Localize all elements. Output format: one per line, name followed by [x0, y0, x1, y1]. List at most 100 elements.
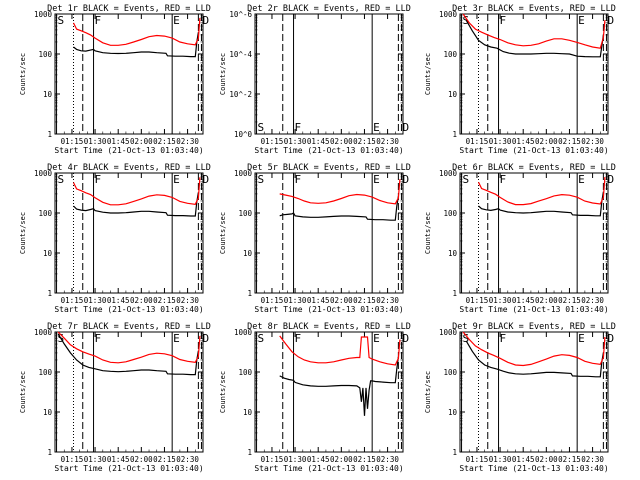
y-tick-label: 1 — [47, 448, 52, 457]
y-tick-label: 10 — [43, 249, 53, 258]
x-tick-label: 02:00 — [130, 455, 153, 464]
y-tick-label: 10^-4 — [229, 50, 252, 59]
x-tick-label: 01:45 — [307, 137, 330, 146]
x-axis-label: Start Time (21-Oct-13 01:03:40) — [459, 464, 608, 473]
x-tick-label: 02:00 — [330, 296, 353, 305]
x-tick-label: 02:15 — [153, 455, 176, 464]
plot-frame — [254, 13, 404, 135]
y-tick-label: 100 — [443, 209, 457, 218]
x-tick-label: 02:00 — [535, 296, 558, 305]
x-tick-label: 01:15 — [261, 296, 284, 305]
x-axis-label: Start Time (21-Oct-13 01:03:40) — [254, 305, 403, 314]
plot-frame — [54, 172, 204, 294]
panel-title: Det 2r BLACK = Events, RED = LLD — [247, 4, 411, 14]
y-axis-label: Counts/sec — [219, 371, 227, 413]
marker-label-f: F — [500, 332, 507, 345]
marker-label-s: S — [463, 173, 470, 186]
marker-label-f: F — [295, 121, 302, 134]
panel-title: Det 1r BLACK = Events, RED = LLD — [47, 4, 211, 14]
x-tick-label: 01:15 — [61, 137, 84, 146]
x-tick-label: 01:30 — [84, 137, 107, 146]
x-axis-label: Start Time (21-Oct-13 01:03:40) — [54, 305, 203, 314]
x-tick-label: 02:30 — [176, 455, 199, 464]
x-tick-label: 02:15 — [353, 296, 376, 305]
panel-det-1: Det 1r BLACK = Events, RED = LLD 1 10 100 10… — [19, 4, 211, 155]
series-line-lld — [57, 331, 201, 364]
marker-label-s: S — [258, 332, 265, 345]
marker-label-f: F — [95, 173, 102, 186]
x-tick-label: 01:30 — [284, 455, 307, 464]
x-tick-label: 01:45 — [107, 455, 130, 464]
series-line-events — [465, 19, 604, 58]
x-tick-label: 01:45 — [107, 137, 130, 146]
y-axis-label: Counts/sec — [424, 212, 432, 254]
marker-label-d: D — [607, 332, 614, 345]
panel-title: Det 4r BLACK = Events, RED = LLD — [47, 163, 211, 173]
plot-frame — [459, 13, 609, 135]
marker-label-f: F — [95, 14, 102, 27]
x-axis-label: Start Time (21-Oct-13 01:03:40) — [459, 146, 608, 155]
y-tick-label: 1 — [47, 289, 52, 298]
panel-title: Det 9r BLACK = Events, RED = LLD — [452, 322, 616, 332]
x-tick-label: 02:00 — [130, 296, 153, 305]
x-tick-label: 02:15 — [153, 137, 176, 146]
marker-label-s: S — [463, 332, 470, 345]
series-line-events — [57, 333, 199, 376]
panel-det-4: Det 4r BLACK = Events, RED = LLD 1 10 100 10… — [19, 163, 211, 314]
y-axis-label: Counts/sec — [19, 53, 27, 95]
x-tick-label: 02:15 — [558, 137, 581, 146]
plot-frame — [54, 331, 204, 453]
panel-title: Det 6r BLACK = Events, RED = LLD — [452, 163, 616, 173]
marker-label-f: F — [95, 332, 102, 345]
x-tick-label: 01:30 — [84, 455, 107, 464]
y-tick-label: 10 — [43, 90, 53, 99]
y-tick-label: 1 — [452, 130, 457, 139]
x-tick-label: 01:15 — [261, 137, 284, 146]
y-tick-label: 10^0 — [234, 130, 253, 139]
x-tick-label: 01:15 — [466, 296, 489, 305]
marker-label-s: S — [258, 121, 265, 134]
x-tick-label: 01:30 — [84, 296, 107, 305]
x-tick-label: 02:15 — [153, 296, 176, 305]
y-tick-label: 100 — [238, 368, 252, 377]
x-tick-label: 02:30 — [176, 296, 199, 305]
plot-frame — [254, 331, 404, 453]
y-tick-label: 1000 — [234, 169, 253, 178]
marker-label-d: D — [202, 173, 209, 186]
y-axis-label: Counts/sec — [219, 212, 227, 254]
marker-label-e: E — [373, 121, 380, 134]
x-tick-label: 02:15 — [353, 137, 376, 146]
marker-label-f: F — [295, 173, 302, 186]
x-tick-label: 02:30 — [581, 137, 604, 146]
panel-det-8: Det 8r BLACK = Events, RED = LLD 1 10 100 10… — [219, 322, 411, 473]
panel-title: Det 8r BLACK = Events, RED = LLD — [247, 322, 411, 332]
marker-label-e: E — [373, 173, 380, 186]
x-tick-label: 01:45 — [307, 455, 330, 464]
x-tick-label: 01:30 — [284, 296, 307, 305]
x-tick-label: 02:30 — [376, 296, 399, 305]
marker-label-e: E — [173, 14, 180, 27]
y-tick-label: 10 — [243, 408, 253, 417]
y-tick-label: 1000 — [439, 169, 458, 178]
y-tick-label: 10 — [448, 249, 458, 258]
y-tick-label: 1 — [452, 289, 457, 298]
x-axis-label: Start Time (21-Oct-13 01:03:40) — [54, 146, 203, 155]
y-tick-label: 1000 — [439, 328, 458, 337]
panel-title: Det 5r BLACK = Events, RED = LLD — [247, 163, 411, 173]
y-tick-label: 100 — [443, 368, 457, 377]
marker-label-e: E — [578, 332, 585, 345]
x-tick-label: 02:00 — [330, 137, 353, 146]
x-tick-label: 01:15 — [466, 137, 489, 146]
x-tick-label: 01:45 — [107, 296, 130, 305]
x-tick-label: 01:30 — [489, 137, 512, 146]
y-tick-label: 10 — [43, 408, 53, 417]
panel-title: Det 7r BLACK = Events, RED = LLD — [47, 322, 211, 332]
series-line-lld — [279, 335, 401, 366]
plot-frame — [459, 172, 609, 294]
y-tick-label: 1000 — [234, 328, 253, 337]
marker-label-d: D — [402, 332, 409, 345]
y-tick-label: 1 — [247, 289, 252, 298]
panel-title: Det 3r BLACK = Events, RED = LLD — [452, 4, 616, 14]
series-line-lld — [72, 17, 201, 46]
x-tick-label: 02:30 — [581, 296, 604, 305]
